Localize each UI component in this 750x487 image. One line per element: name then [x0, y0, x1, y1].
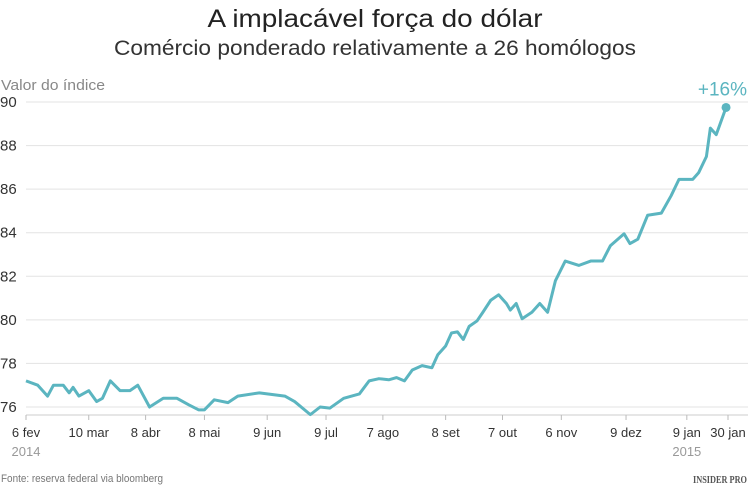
change-annotation: +16%	[698, 79, 747, 100]
x-axis: 6 fev 10 mar 8 abr 8 mai 9 jun 9 jul 7 ago 8 se…	[12, 414, 748, 459]
y-tick-label: 86	[0, 181, 17, 198]
source-note: Fonte: reserva federal via bloomberg	[1, 473, 163, 485]
year-label: 2015	[672, 444, 701, 459]
x-tick-label: 6 fev	[12, 425, 41, 440]
y-axis-label: Valor do índice	[1, 77, 105, 94]
x-tick-label: 7 out	[488, 425, 517, 440]
endpoint-marker	[721, 102, 731, 112]
y-tick-label: 84	[0, 225, 17, 242]
x-tick-label: 8 mai	[189, 425, 221, 440]
chart-title: A implacável força do dólar	[208, 5, 543, 33]
y-tick-label: 78	[0, 355, 17, 372]
y-tick-labels: 76 78 80 82 84 86 88 90	[0, 94, 17, 416]
x-tick-label: 9 jul	[314, 425, 338, 440]
x-tick-label: 9 dez	[610, 425, 642, 440]
y-tick-label: 82	[0, 268, 17, 285]
x-tick-label: 9 jan	[673, 425, 701, 440]
x-tick-label: 9 jun	[253, 425, 281, 440]
x-tick-label: 10 mar	[69, 425, 110, 440]
y-tick-label: 88	[0, 138, 17, 155]
x-tick-label: 8 set	[432, 425, 461, 440]
gridlines	[26, 101, 748, 408]
y-tick-label: 80	[0, 312, 17, 329]
y-tick-label: 76	[0, 399, 17, 416]
series-line	[25, 106, 728, 417]
y-tick-label: 90	[0, 94, 17, 111]
year-label: 2014	[12, 444, 41, 459]
series: +16%	[25, 79, 747, 417]
x-tick-label: 8 abr	[131, 425, 161, 440]
x-tick-label: 6 nov	[545, 425, 577, 440]
insider-logo: INSIDER PRO	[693, 474, 747, 486]
x-tick-label: 7 ago	[367, 425, 400, 440]
x-tick-label: 30 jan	[710, 425, 745, 440]
chart-subtitle: Comércio ponderado relativamente a 26 ho…	[114, 37, 636, 60]
